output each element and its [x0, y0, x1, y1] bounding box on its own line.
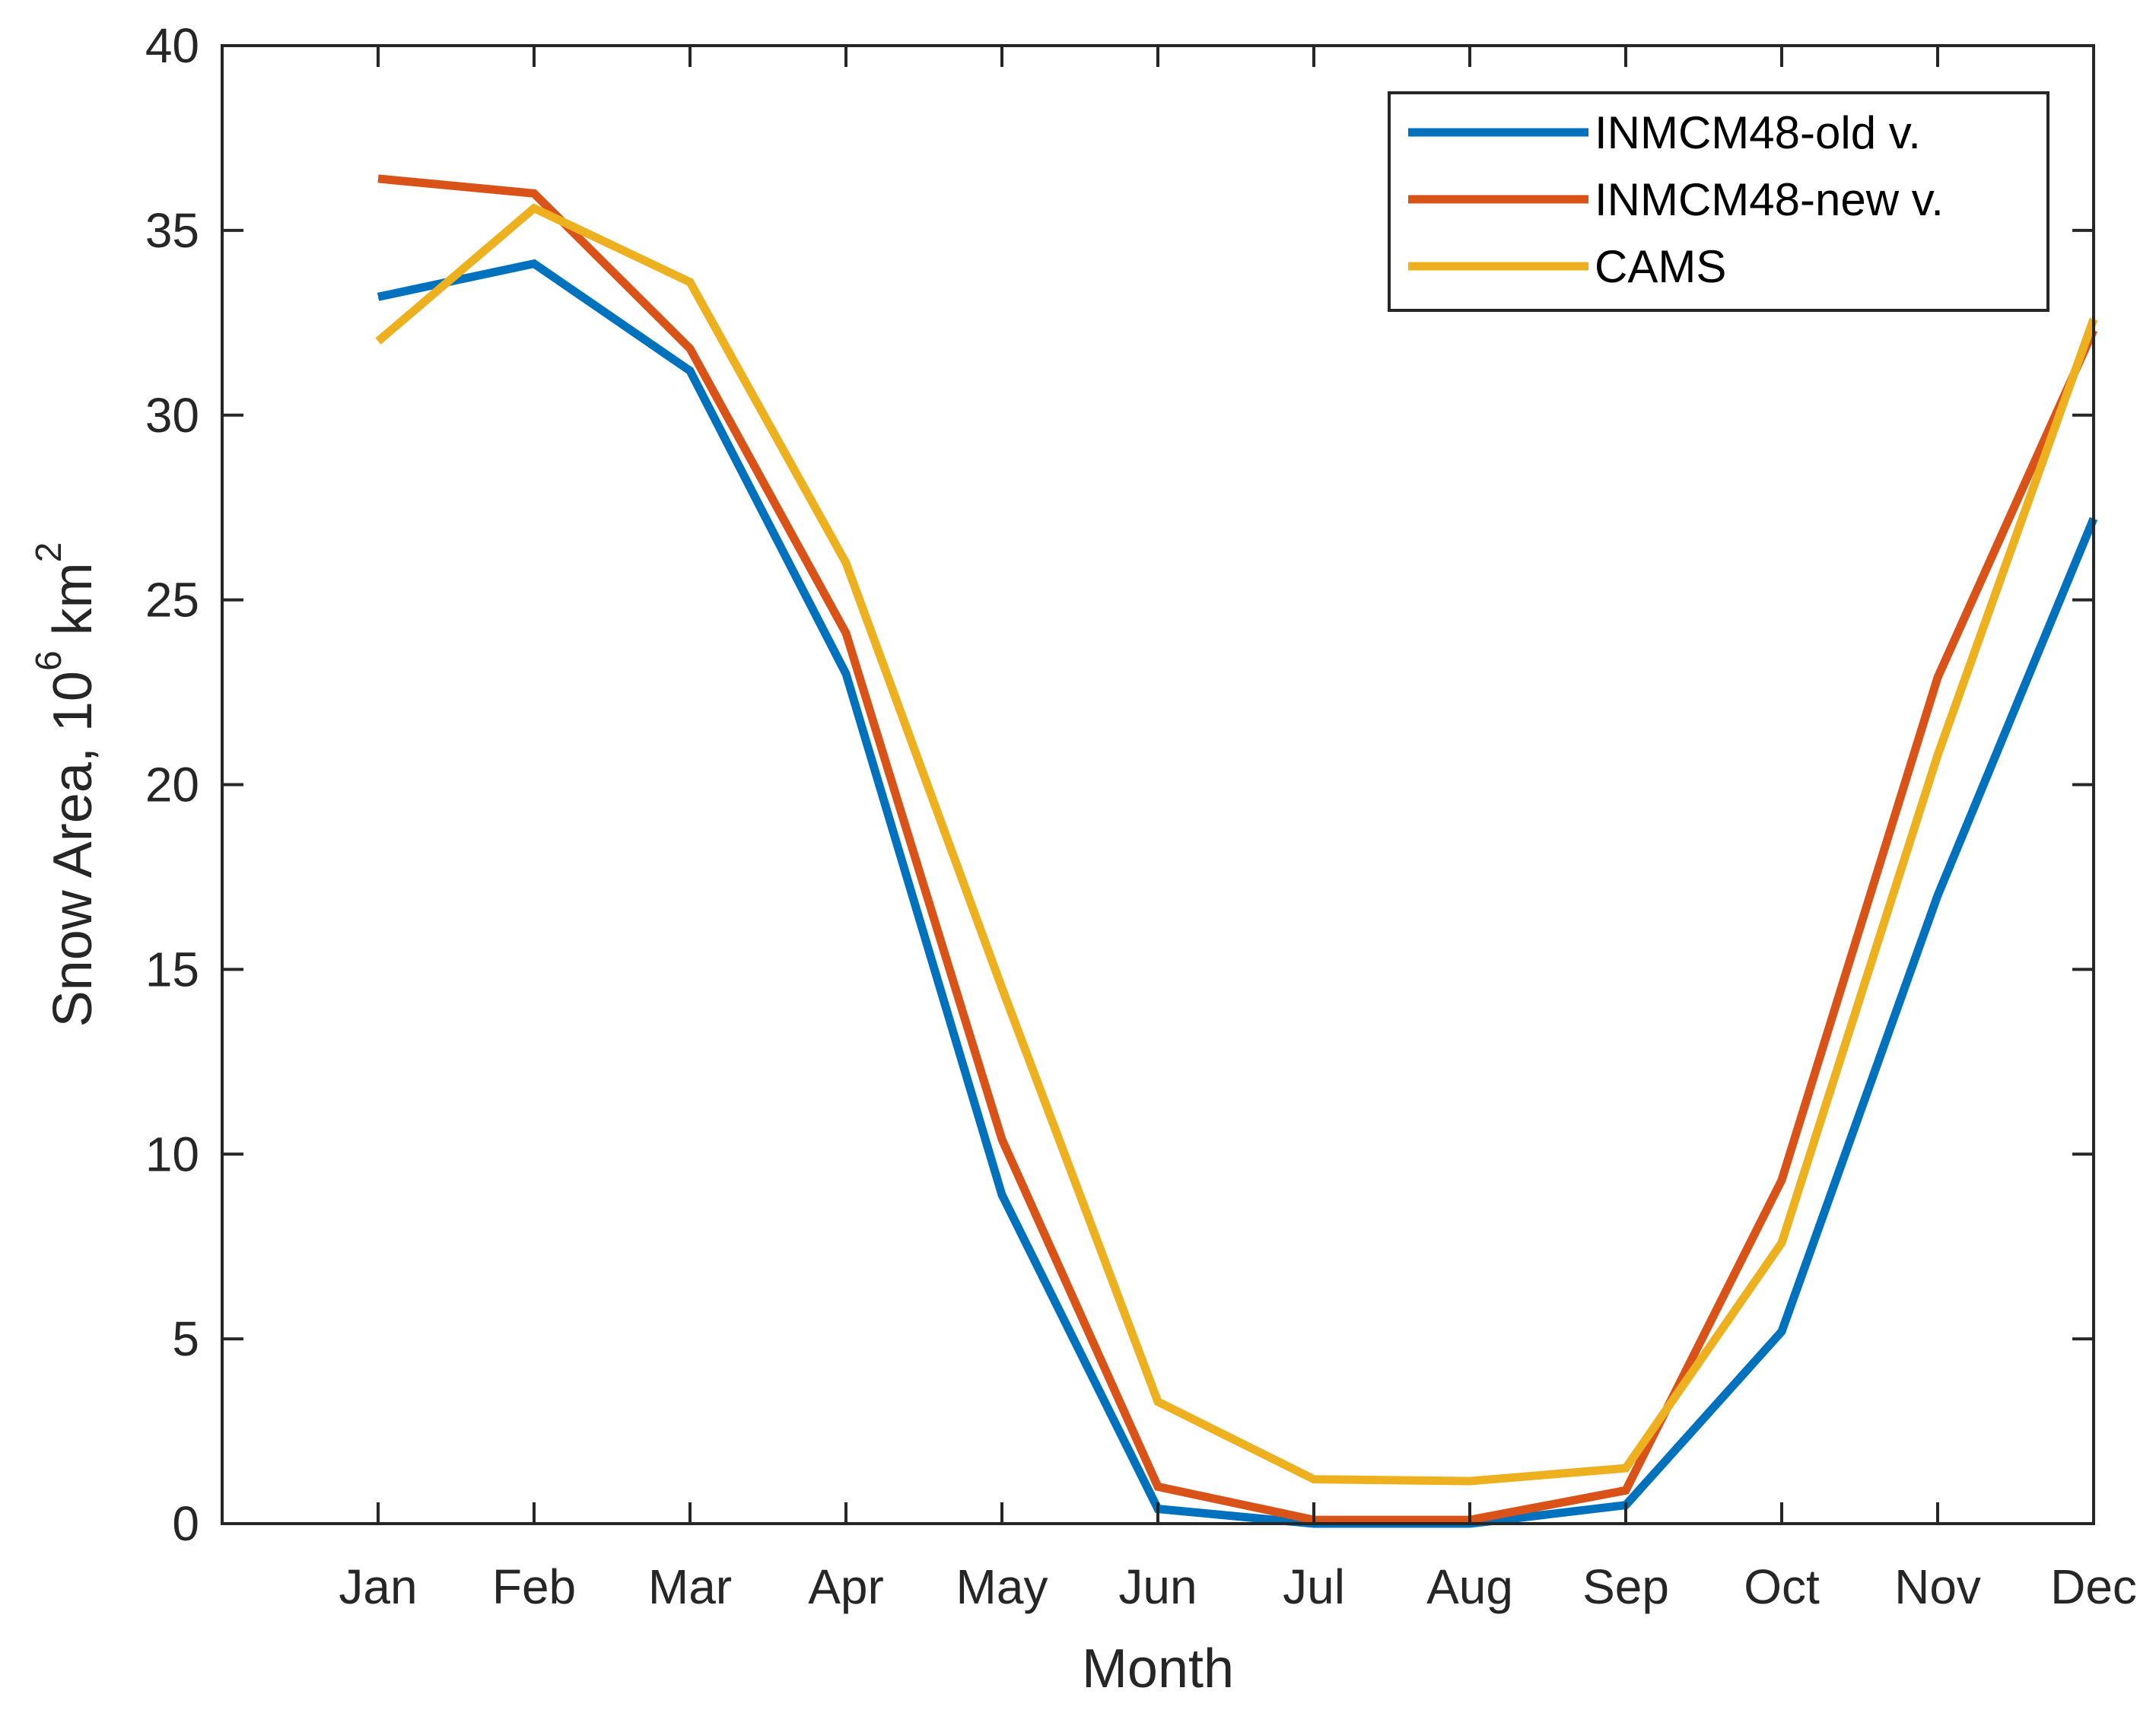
- x-tick-label: Oct: [1744, 1559, 1820, 1614]
- y-axis-title-unit-exponent: 2: [29, 542, 69, 563]
- y-tick-label: 0: [172, 1496, 199, 1551]
- series-line-2: [377, 174, 2098, 1524]
- x-tick-label: Feb: [492, 1559, 576, 1614]
- series-line-1: [377, 259, 2098, 1528]
- y-tick-label: 10: [145, 1127, 199, 1181]
- x-tick-label: Jan: [339, 1559, 417, 1614]
- x-tick-label: Jul: [1283, 1559, 1345, 1614]
- x-tick-label: Sep: [1582, 1559, 1669, 1614]
- x-tick-label: Jun: [1118, 1559, 1197, 1614]
- y-axis-title-group: Snow Area, 106 km2: [29, 542, 103, 1028]
- legend-label-2: INMCM48-new v.: [1595, 174, 1944, 225]
- legend-label-1: INMCM48-old v.: [1595, 107, 1921, 158]
- x-axis-title-group: Month: [1082, 1638, 1234, 1699]
- y-axis-title-unit: km: [43, 562, 103, 650]
- x-tick-label: Dec: [2050, 1559, 2137, 1614]
- x-tick-label: Apr: [808, 1559, 884, 1614]
- series-lines: [375, 174, 2098, 1528]
- legend-label-3: CAMS: [1595, 241, 1726, 292]
- y-tick-label: 40: [145, 18, 199, 73]
- y-tick-label: 35: [145, 203, 199, 258]
- series-line-3: [375, 203, 2098, 1486]
- y-axis-title: Snow Area, 106 km2: [29, 542, 103, 1028]
- x-tick-label: May: [956, 1559, 1048, 1614]
- x-tick-label: Mar: [648, 1559, 732, 1614]
- y-tick-label: 15: [145, 942, 199, 996]
- y-tick-label: 25: [145, 573, 199, 628]
- x-axis-title: Month: [1082, 1638, 1234, 1699]
- y-tick-label: 5: [172, 1311, 199, 1366]
- legend: INMCM48-old v. INMCM48-new v. CAMS: [1388, 91, 2049, 312]
- axes: 0 5 10 15 20 25 30 35 40 Jan Feb Mar Apr May Jun Jul Aug…: [145, 18, 2137, 1614]
- x-tick-label: Aug: [1426, 1559, 1513, 1614]
- y-axis-title-exponent: 6: [29, 650, 69, 671]
- x-tick-label: Nov: [1894, 1559, 1981, 1614]
- y-tick-label: 20: [145, 758, 199, 812]
- y-tick-label: 30: [145, 388, 199, 443]
- y-axis-title-prefix: Snow Area, 10: [43, 671, 103, 1027]
